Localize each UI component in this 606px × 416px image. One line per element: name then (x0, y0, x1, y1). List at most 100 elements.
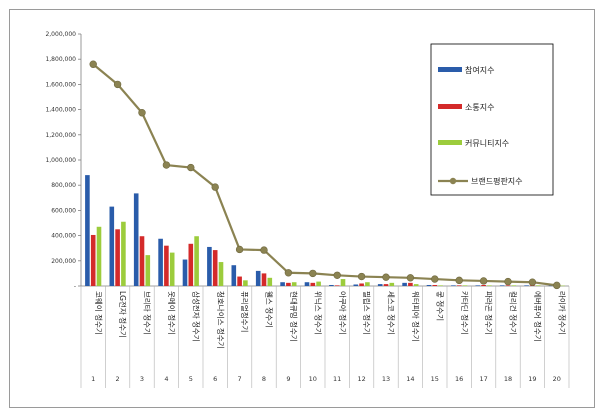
category-label: 웃메이 정수기 (167, 291, 177, 335)
rank-label: 1 (91, 375, 95, 383)
line-point (89, 60, 97, 68)
bar (280, 282, 285, 286)
rank-label: 4 (164, 375, 168, 383)
legend-label: 참여지수 (465, 65, 494, 75)
bar (291, 282, 297, 286)
category-label: 세스코 정수기 (387, 291, 397, 335)
rank-label: 5 (189, 375, 193, 383)
line-point (357, 272, 366, 281)
bar (481, 284, 486, 286)
bar (505, 285, 511, 286)
rank-label: 2 (116, 375, 120, 383)
line-point (309, 269, 317, 278)
bar (231, 265, 237, 286)
y-tick-label: 200,000 (51, 258, 76, 265)
bar (237, 276, 242, 286)
bar (212, 250, 218, 286)
bar (218, 262, 224, 286)
bar (261, 273, 267, 286)
bar (408, 282, 413, 286)
line-point (431, 275, 439, 283)
bar (524, 285, 529, 286)
bar (426, 284, 432, 286)
rank-label: 12 (357, 375, 365, 383)
rank-label: 7 (238, 375, 242, 383)
legend-label: 커뮤니티지수 (465, 138, 509, 148)
category-label: 브리타 정수기 (143, 291, 153, 335)
bar (164, 245, 169, 286)
category-label: 파라곤 정수기 (484, 291, 494, 335)
category-label: 워터피아 정수기 (411, 291, 421, 342)
rank-label: 8 (262, 375, 266, 383)
category-label: 쿻 정수기 (435, 291, 445, 321)
line-point (235, 245, 244, 254)
bars (85, 175, 565, 287)
bar (383, 284, 389, 286)
bar (377, 284, 383, 286)
y-tick-label: 1,600,000 (45, 81, 76, 88)
bar (402, 282, 407, 286)
bar (316, 281, 321, 286)
category-label: 카타딘 정수기 (460, 291, 470, 335)
y-tick-label: 1,400,000 (45, 107, 76, 114)
category-label: 필립스 정수기 (362, 291, 372, 335)
rank-label: 18 (504, 375, 512, 383)
axes: 2,000,000 1,800,000 1,600,000 1,400,000 1,20… (45, 31, 570, 388)
rank-label: 11 (333, 375, 341, 383)
legend-label: 소통지수 (465, 103, 494, 112)
line-point (553, 281, 561, 290)
chart-frame: 2,000,000 1,800,000 1,600,000 1,400,000 1,20… (9, 9, 595, 408)
bar (353, 284, 359, 286)
category-label: 웰스 정수기 (265, 291, 275, 328)
brand-index-line (89, 60, 561, 290)
rank-label: 10 (309, 375, 317, 383)
y-tick-label: 400,000 (51, 233, 76, 240)
line-point (504, 277, 512, 286)
y-tick-label: 600,000 (51, 207, 76, 214)
bar (432, 284, 438, 286)
bar (286, 282, 291, 286)
legend-swatch (438, 104, 462, 109)
bar (194, 236, 199, 286)
y-tick-label: 1,800,000 (45, 56, 76, 63)
bar (267, 277, 273, 286)
line-point (479, 277, 488, 285)
rank-label: 15 (431, 375, 439, 383)
rank-label: 9 (286, 375, 290, 383)
bar (535, 285, 541, 286)
bar (255, 270, 261, 286)
line-point (382, 273, 390, 281)
rank-label: 6 (213, 375, 217, 383)
bar (548, 285, 554, 287)
rank-label: 19 (528, 375, 536, 383)
bar (389, 282, 395, 286)
rank-label: 17 (479, 375, 487, 383)
bar (487, 285, 492, 286)
y-tick-label: 1,200,000 (45, 132, 76, 139)
bar (456, 285, 462, 286)
y-tick-label: 1,000,000 (45, 157, 76, 164)
y-tick-label: - (74, 283, 76, 290)
bar (145, 255, 151, 286)
bar (359, 283, 364, 286)
category-label: 에버퓨어 정수기 (533, 291, 543, 342)
line-point (333, 271, 341, 279)
bar (329, 284, 334, 286)
category-label: 퓨리얼정수기 (240, 291, 250, 332)
bar (188, 243, 194, 286)
rank-label: 14 (406, 375, 414, 383)
bar (462, 285, 468, 286)
rank-label: 20 (553, 375, 561, 383)
bar (340, 279, 346, 286)
bar (413, 284, 419, 286)
rank-label: 3 (140, 375, 144, 383)
legend-label: 브랜드평판지수 (471, 176, 523, 186)
category-label: 현대큐밍 정수기 (289, 291, 299, 342)
category-label: 컬리건 정수기 (509, 291, 519, 335)
bar (109, 206, 115, 286)
line-point (187, 163, 195, 172)
bar (304, 282, 310, 286)
y-tick-label: 2,000,000 (45, 31, 76, 38)
category-label: 아쿠아 정수기 (338, 291, 348, 335)
